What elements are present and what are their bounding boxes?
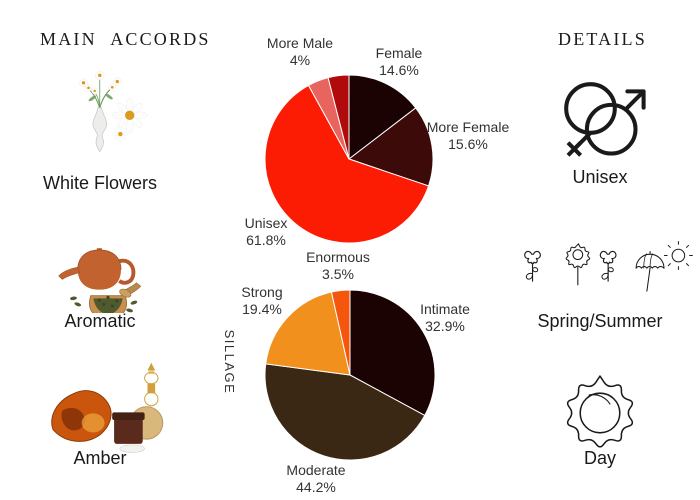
- svg-text:44.2%: 44.2%: [296, 479, 336, 495]
- svg-text:19.4%: 19.4%: [242, 301, 282, 317]
- svg-text:3.5%: 3.5%: [322, 266, 354, 282]
- svg-text:32.9%: 32.9%: [425, 318, 465, 334]
- svg-text:Enormous: Enormous: [306, 249, 370, 265]
- svg-text:Moderate: Moderate: [286, 462, 345, 478]
- svg-text:SILLAGE: SILLAGE: [222, 330, 237, 395]
- svg-text:Intimate: Intimate: [420, 301, 470, 317]
- svg-text:Strong: Strong: [241, 284, 282, 300]
